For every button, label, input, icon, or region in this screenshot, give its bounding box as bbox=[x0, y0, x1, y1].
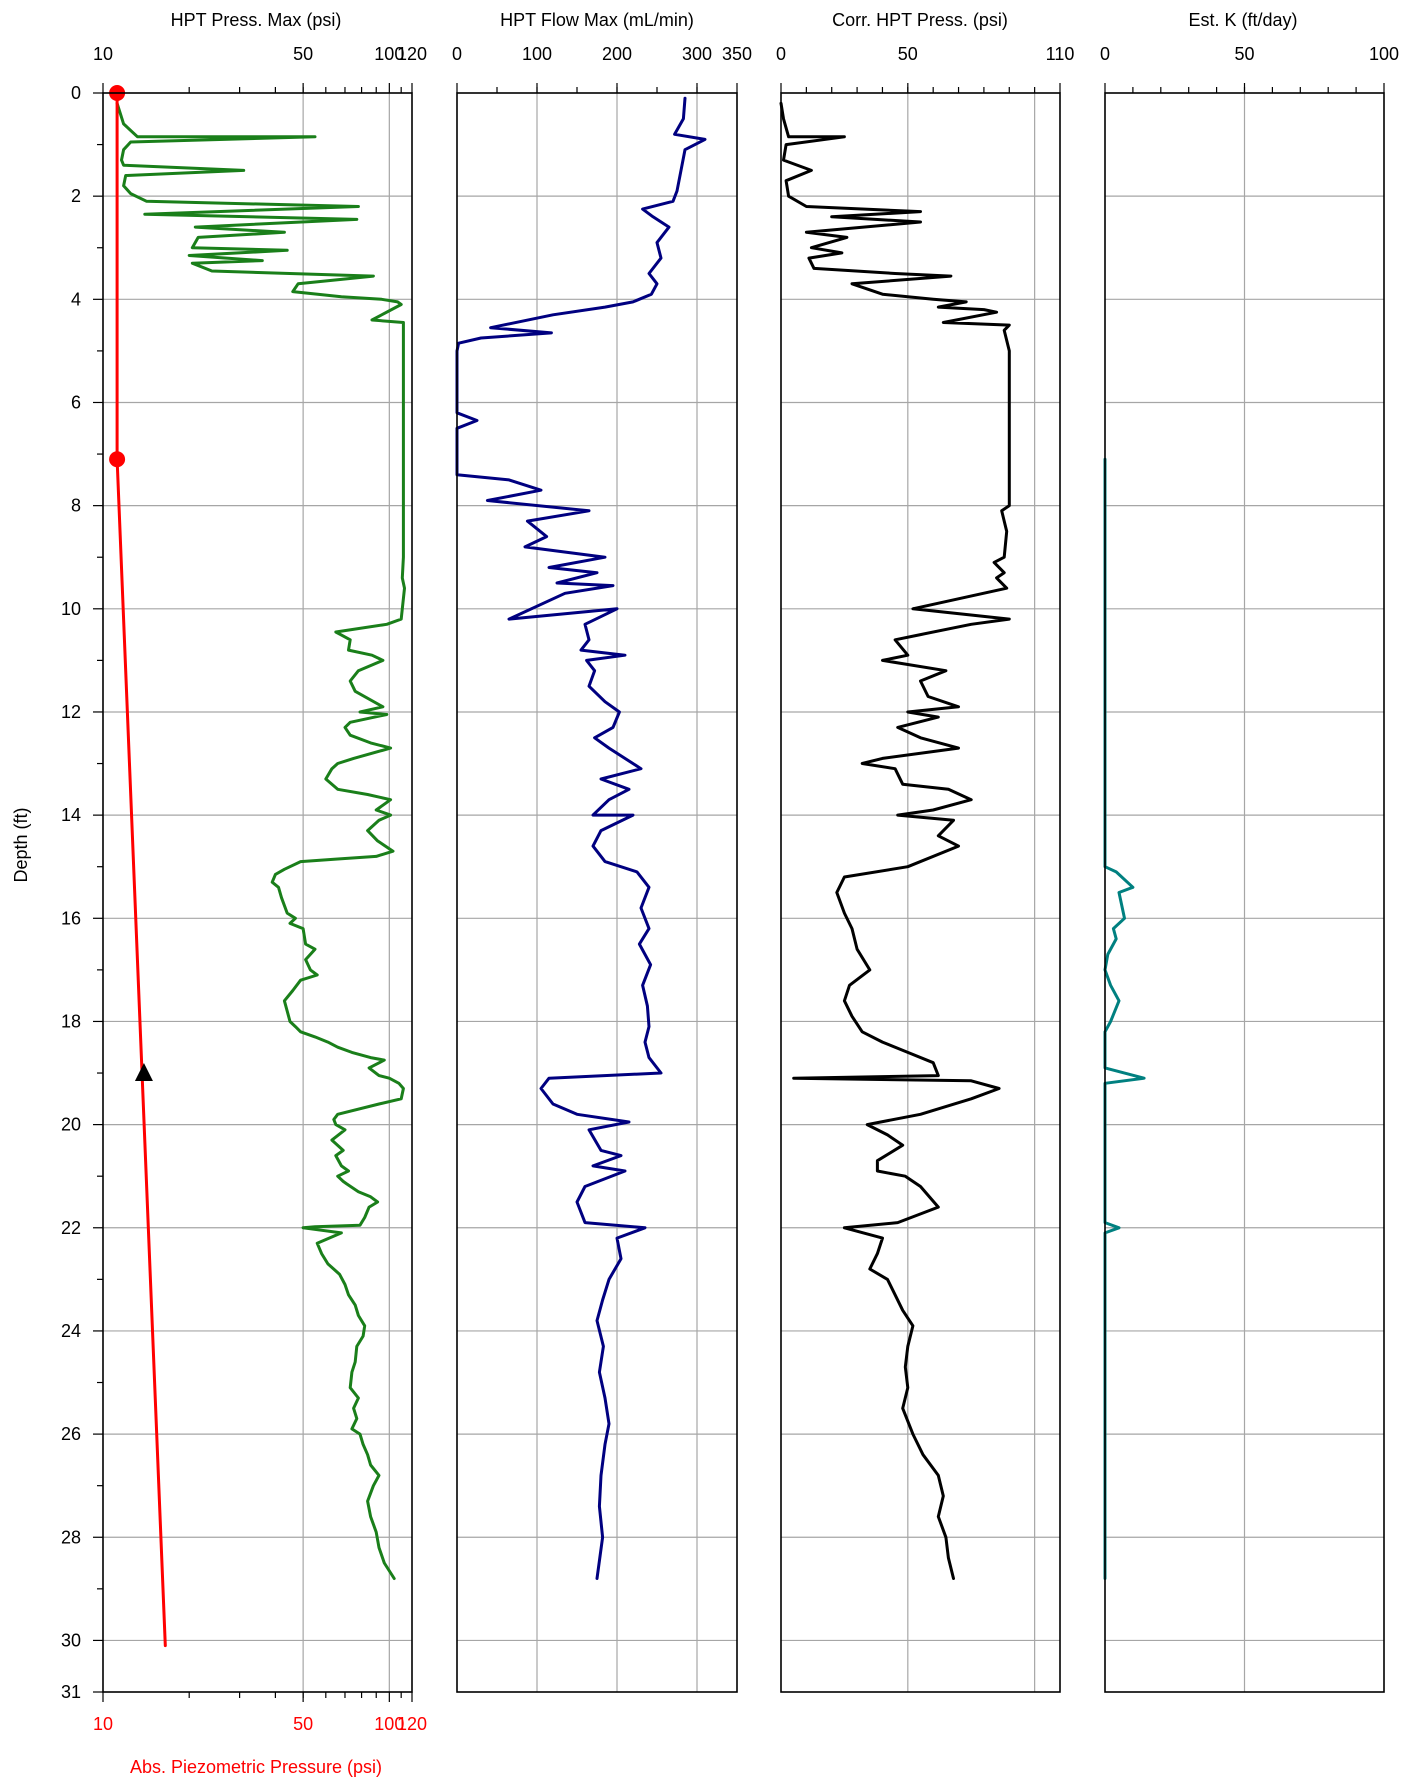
depth-tick-label: 22 bbox=[61, 1218, 81, 1238]
depth-tick-label: 31 bbox=[61, 1682, 81, 1702]
corr-hpt-pressure-x-tick-label: 0 bbox=[776, 44, 786, 64]
secondary-x-tick-label: 100 bbox=[374, 1714, 404, 1734]
depth-tick-label: 12 bbox=[61, 702, 81, 722]
hpt-pressure-title: HPT Press. Max (psi) bbox=[171, 10, 342, 30]
est-k-series-line bbox=[1103, 457, 1146, 1580]
depth-tick-label: 10 bbox=[61, 599, 81, 619]
hpt-pressure-x-tick-label: 120 bbox=[397, 44, 427, 64]
depth-tick-label: 30 bbox=[61, 1630, 81, 1650]
hpt-flow-x-tick-label: 300 bbox=[682, 44, 712, 64]
depth-tick-label: 24 bbox=[61, 1321, 81, 1341]
hpt-flow-x-tick-label: 200 bbox=[602, 44, 632, 64]
depth-tick-label: 8 bbox=[71, 496, 81, 516]
hpt-pressure-frame bbox=[102, 92, 413, 1693]
depth-tick-label: 18 bbox=[61, 1011, 81, 1031]
hpt-flow-x-tick-label: 0 bbox=[452, 44, 462, 64]
hpt-flow-series-line bbox=[455, 96, 707, 1580]
secondary-x-tick-label: 10 bbox=[93, 1714, 113, 1734]
depth-tick-label: 14 bbox=[61, 805, 81, 825]
hpt-flow-x-tick-label: 100 bbox=[522, 44, 552, 64]
depth-tick-label: 4 bbox=[71, 289, 81, 309]
hpt-flow-x-tick-label: 350 bbox=[722, 44, 752, 64]
est-k-x-tick-label: 100 bbox=[1369, 44, 1399, 64]
depth-tick-label: 20 bbox=[61, 1115, 81, 1135]
est-k-x-tick-label: 0 bbox=[1100, 44, 1110, 64]
hpt-pressure-x-tick-label: 50 bbox=[293, 44, 313, 64]
est-k-panel: Est. K (ft/day) 0 50 100 bbox=[1100, 10, 1399, 1693]
hpt-pressure-x-tick-label: 100 bbox=[374, 44, 404, 64]
corr-hpt-pressure-x-tick-label: 110 bbox=[1046, 44, 1075, 64]
hpt-pressure-series-line bbox=[115, 101, 406, 1580]
corr-hpt-pressure-frame bbox=[780, 92, 1061, 1693]
piezometric-pressure-line bbox=[115, 91, 167, 1648]
depth-tick-label: 2 bbox=[71, 186, 81, 206]
est-k-title: Est. K (ft/day) bbox=[1188, 10, 1297, 30]
corr-hpt-pressure-x-tick-label: 50 bbox=[898, 44, 918, 64]
hpt-flow-title: HPT Flow Max (mL/min) bbox=[500, 10, 694, 30]
secondary-x-tick-label: 50 bbox=[293, 1714, 313, 1734]
hpt-flow-frame bbox=[456, 92, 738, 1693]
depth-tick-label: 6 bbox=[71, 392, 81, 412]
piezometric-marker-circle bbox=[109, 451, 126, 468]
abs-piezometric-pressure-axis-title: Abs. Piezometric Pressure (psi) bbox=[130, 1757, 382, 1777]
est-k-x-tick-label: 50 bbox=[1234, 44, 1254, 64]
depth-tick-label: 16 bbox=[61, 908, 81, 928]
corr-hpt-pressure-series-line bbox=[779, 101, 1011, 1580]
hpt-flow-panel: HPT Flow Max (mL/min) 0 100 200 300 350 bbox=[452, 10, 752, 1693]
depth-tick-label: 26 bbox=[61, 1424, 81, 1444]
est-k-frame bbox=[1104, 92, 1385, 1693]
depth-axis-title: Depth (ft) bbox=[11, 807, 31, 882]
depth-tick-label: 0 bbox=[71, 83, 81, 103]
water-level-marker-triangle bbox=[134, 1063, 153, 1082]
corr-hpt-pressure-panel: Corr. HPT Press. (psi) 0 50 110 bbox=[776, 10, 1075, 1693]
depth-tick-label: 28 bbox=[61, 1527, 81, 1547]
hpt-pressure-x-tick-label: 10 bbox=[93, 44, 113, 64]
corr-hpt-pressure-title: Corr. HPT Press. (psi) bbox=[832, 10, 1008, 30]
secondary-x-tick-label: 120 bbox=[397, 1714, 427, 1734]
